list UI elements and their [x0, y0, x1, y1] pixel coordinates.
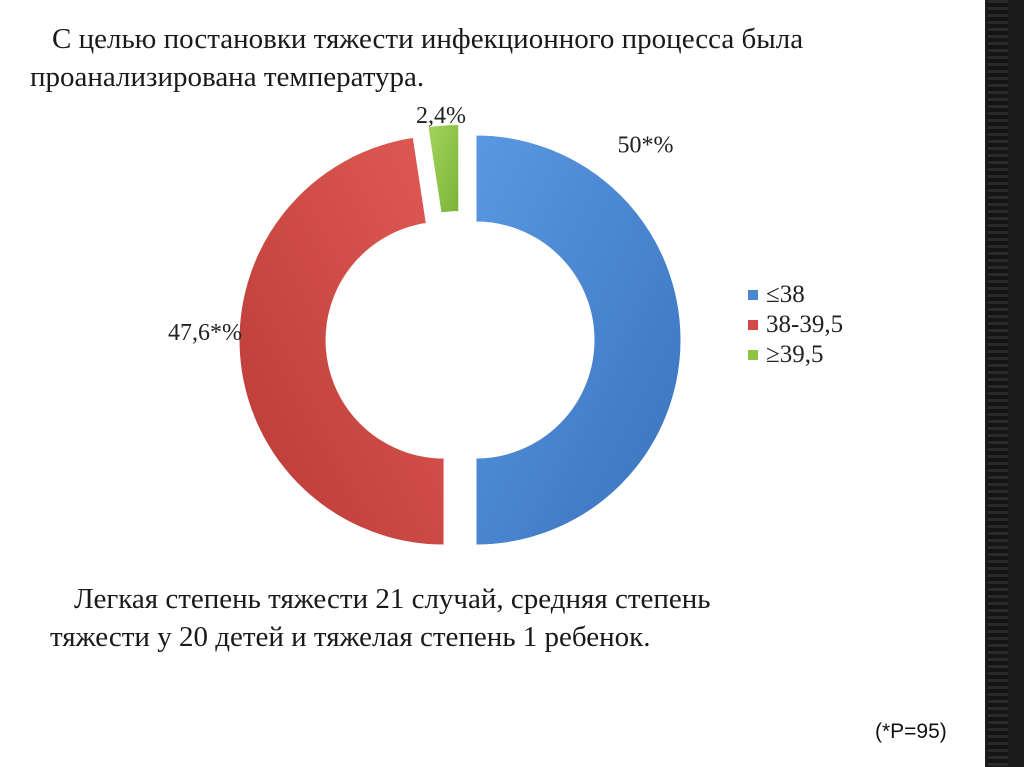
donut-segment-2 — [427, 124, 460, 214]
film-strip-decoration — [988, 0, 1008, 767]
legend-swatch-2 — [748, 350, 758, 360]
legend-label-0: ≤38 — [766, 281, 805, 308]
footnote: (*Р=95) — [875, 720, 947, 743]
data-label-1: 47,6*% — [168, 320, 242, 346]
data-label-0: 50*% — [617, 132, 673, 158]
donut-chart: 50*% 47,6*% 2,4% — [168, 103, 682, 546]
legend-label-2: ≥39,5 — [766, 341, 824, 368]
slide: С целью постановки тяжести инфекционного… — [30, 20, 970, 743]
heading-line-2: проанализирована температура. — [30, 61, 425, 93]
legend-swatch-0 — [748, 290, 758, 300]
legend-item-2: ≥39,5 — [748, 340, 843, 370]
slide-caption: Легкая степень тяжести 21 случай, средня… — [50, 580, 930, 656]
data-label-2: 2,4% — [416, 103, 466, 129]
donut-segment-1 — [238, 136, 445, 546]
caption-line-2: тяжести у 20 детей и тяжелая степень 1 р… — [50, 621, 651, 653]
chart-legend: ≤38 38-39,5 ≥39,5 — [748, 280, 843, 370]
slide-heading: С целью постановки тяжести инфекционного… — [30, 20, 970, 96]
donut-segment-0 — [475, 134, 682, 546]
slide-edge-border — [985, 0, 1024, 767]
legend-item-0: ≤38 — [748, 280, 843, 310]
heading-line-1: С целью постановки тяжести инфекционного… — [52, 23, 804, 55]
legend-swatch-1 — [748, 320, 758, 330]
caption-line-1: Легкая степень тяжести 21 случай, средня… — [74, 583, 711, 615]
legend-item-1: 38-39,5 — [748, 310, 843, 340]
legend-label-1: 38-39,5 — [766, 311, 844, 338]
